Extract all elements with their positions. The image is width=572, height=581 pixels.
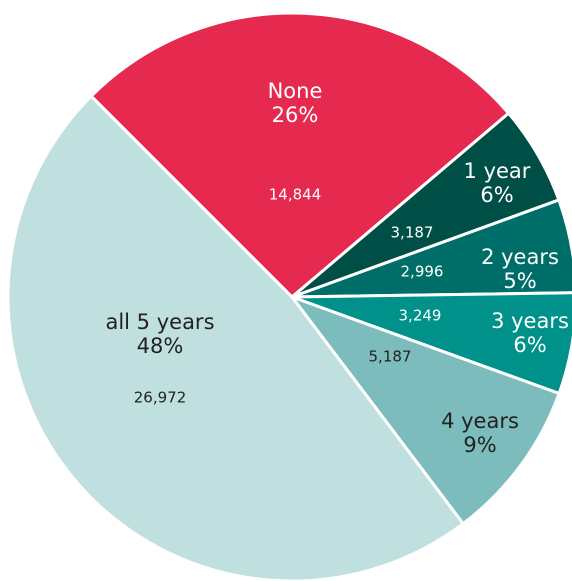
slice-percent: 6% bbox=[513, 333, 546, 357]
slice-name: 3 years bbox=[491, 309, 569, 333]
pie-slice bbox=[89, 11, 511, 300]
slice-percent: 6% bbox=[480, 183, 513, 207]
slice-name: 4 years bbox=[441, 409, 519, 433]
slice-count: 2,996 bbox=[401, 263, 444, 281]
slice-percent: 48% bbox=[137, 334, 184, 358]
slice-name: None bbox=[268, 79, 323, 103]
slice-count: 3,249 bbox=[399, 307, 442, 325]
slice-count: 5,187 bbox=[369, 348, 412, 366]
slice-percent: 9% bbox=[463, 433, 496, 457]
slice-count: 26,972 bbox=[134, 389, 187, 407]
pie-slice bbox=[287, 293, 562, 526]
slice-count: 3,187 bbox=[391, 224, 434, 242]
slice-percent: 26% bbox=[272, 103, 319, 127]
slice-percent: 5% bbox=[503, 269, 536, 293]
slice-name: 1 year bbox=[464, 159, 531, 183]
pie-slice bbox=[291, 198, 572, 299]
pie-slice bbox=[6, 94, 466, 581]
slice-count: 14,844 bbox=[269, 186, 322, 204]
slice-name: all 5 years bbox=[105, 310, 214, 334]
slice-name: 2 years bbox=[481, 245, 559, 269]
